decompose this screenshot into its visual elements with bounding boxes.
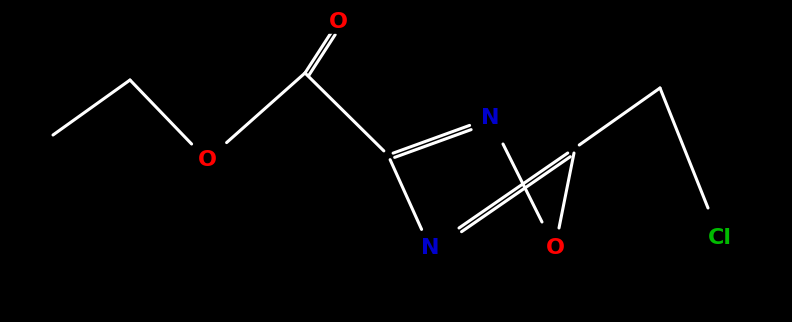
Text: O: O bbox=[546, 238, 565, 258]
Text: N: N bbox=[481, 108, 499, 128]
Text: Cl: Cl bbox=[708, 228, 732, 248]
Text: N: N bbox=[421, 238, 440, 258]
Text: O: O bbox=[197, 150, 216, 170]
Text: O: O bbox=[329, 12, 348, 32]
